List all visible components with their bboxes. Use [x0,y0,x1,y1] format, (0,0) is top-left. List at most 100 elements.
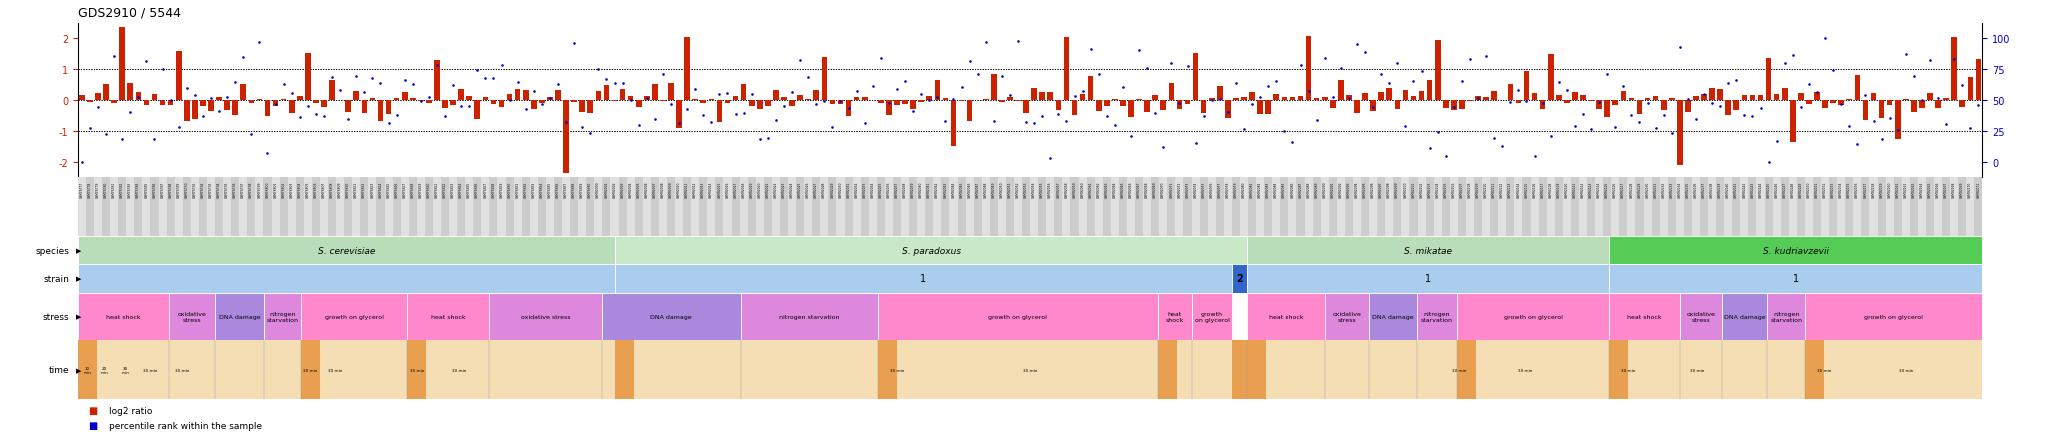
Bar [1790,101,1796,142]
Bar [119,178,127,237]
Bar [877,178,885,237]
Bar [170,293,215,341]
Text: oxidative
stress: oxidative stress [178,312,207,322]
Bar [1192,178,1200,237]
Bar [160,101,166,106]
Bar [1532,94,1538,101]
Bar [950,178,958,237]
Bar [1718,89,1722,101]
Bar [1217,87,1223,101]
Bar [1925,178,1933,237]
Point [115,109,147,116]
Text: GSM76838: GSM76838 [571,181,575,197]
Bar [1409,178,1417,237]
Point [1671,96,1704,103]
Bar [1774,95,1780,101]
Point [1081,72,1114,79]
Bar [805,100,811,101]
Text: GSM92130: GSM92130 [1645,181,1649,197]
Text: GSM76811: GSM76811 [354,181,358,197]
Bar [1524,72,1530,101]
Bar [1765,59,1772,101]
Point [1067,88,1100,95]
Bar [158,178,166,237]
Point [1188,114,1221,121]
Bar [788,178,797,237]
Bar [1337,178,1346,237]
Point [178,92,211,99]
Bar [127,178,135,237]
Text: GSM92146: GSM92146 [1776,181,1778,197]
Text: GSM92124: GSM92124 [1597,181,1602,197]
Bar [143,101,150,106]
Text: GSM92116: GSM92116 [1532,181,1536,197]
Bar [750,101,754,106]
Text: GSM92143: GSM92143 [1751,181,1755,197]
Bar [741,293,879,341]
Point [961,72,993,79]
Text: GSM76828: GSM76828 [492,181,496,197]
Bar [1642,178,1651,237]
Bar [1919,101,1925,108]
Bar [1765,178,1774,237]
Bar [846,101,852,117]
Point [129,58,162,65]
Text: growth on glycerol: growth on glycerol [1864,314,1923,319]
Bar [530,178,539,237]
Point [1550,88,1583,95]
Text: GSM76802: GSM76802 [283,181,285,197]
Bar [1192,53,1198,101]
Bar [346,101,350,112]
Point [381,113,414,120]
Bar [1225,178,1233,237]
Text: GSM76813: GSM76813 [371,181,375,197]
Bar [1538,178,1546,237]
Bar [1741,178,1749,237]
Text: GSM76781: GSM76781 [113,181,117,197]
Text: GSM92008: GSM92008 [662,181,666,197]
Point [1655,130,1688,137]
Bar [1096,101,1102,112]
Text: GSM92017: GSM92017 [733,181,737,197]
Bar [958,178,965,237]
Bar [852,178,860,237]
Text: GSM92000: GSM92000 [596,181,600,197]
Bar [1079,95,1085,101]
Bar [788,101,795,107]
Bar [1540,101,1546,110]
Text: GSM92135: GSM92135 [1686,181,1690,197]
Bar [264,293,301,341]
Text: GSM76797: GSM76797 [242,181,246,197]
Point [1010,119,1042,126]
Text: GSM76807: GSM76807 [322,181,326,197]
Point [1534,133,1567,140]
Bar [1167,178,1176,237]
Bar [1104,101,1110,107]
Bar [451,101,457,106]
Bar [614,341,635,399]
Point [1243,94,1276,101]
Bar [739,178,748,237]
Bar [1661,101,1667,110]
Bar [385,178,393,237]
Bar [1370,293,1417,341]
Bar [434,61,440,101]
Text: oxidative stress: oxidative stress [520,314,569,319]
Bar [1376,178,1384,237]
Point [1309,56,1341,62]
Text: GSM76829: GSM76829 [500,181,504,197]
Bar [1151,178,1159,237]
Bar [1499,178,1505,237]
Bar [1419,92,1425,101]
Point [219,79,252,86]
Point [299,111,332,118]
Text: GSM92084: GSM92084 [1274,181,1278,197]
Text: heat shock: heat shock [1626,314,1661,319]
Point [1446,78,1479,85]
Text: GSM92002: GSM92002 [612,181,616,197]
Text: GSM92062: GSM92062 [1098,181,1100,197]
Point [823,98,856,105]
Point [1647,112,1679,119]
Bar [1137,100,1143,101]
Text: GSM92049: GSM92049 [991,181,995,197]
